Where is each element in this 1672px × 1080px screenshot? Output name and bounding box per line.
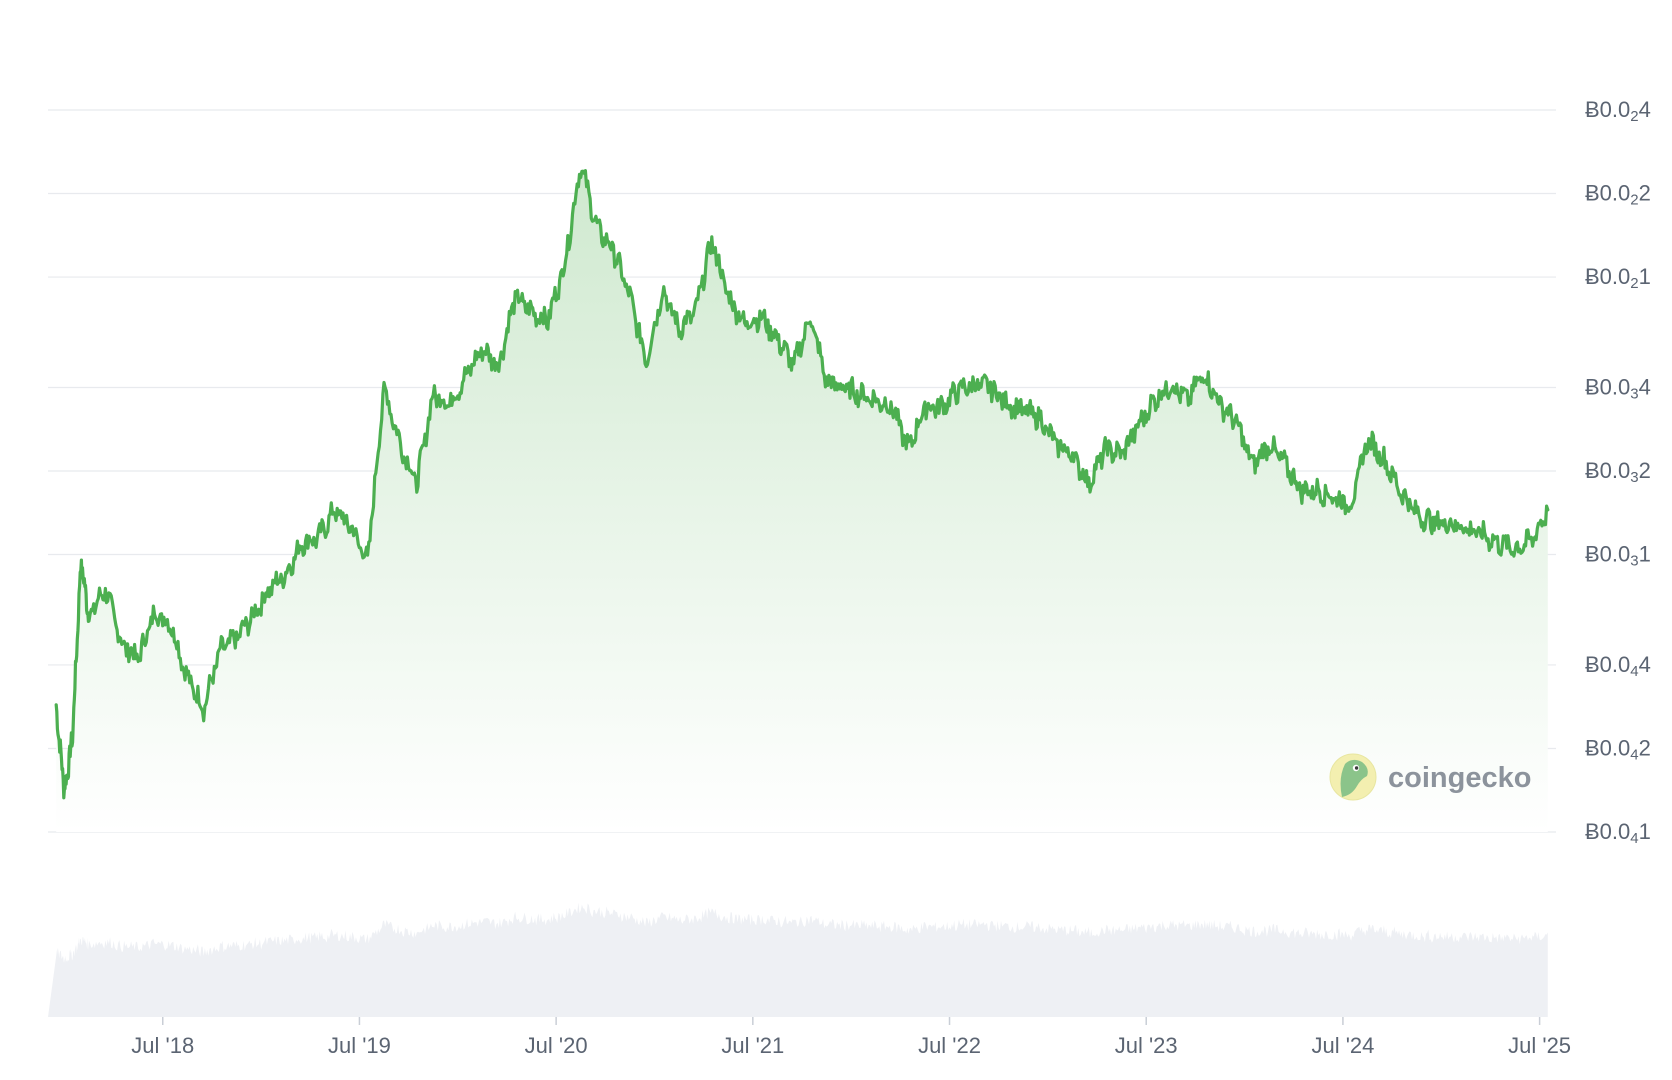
x-tick-label: Jul '22 bbox=[918, 1033, 981, 1058]
x-tick-label: Jul '20 bbox=[525, 1033, 588, 1058]
y-tick-label: Ƀ0.041 bbox=[1585, 819, 1651, 847]
price-area-fill bbox=[56, 170, 1548, 833]
x-axis-ticks: Jul '18 Jul '19 Jul '20 Jul '21 Jul '22 Jul '… bbox=[131, 1017, 1571, 1058]
y-tick-text: Ƀ0.0 bbox=[1585, 541, 1630, 566]
y-tick-subscript: 2 bbox=[1630, 108, 1638, 125]
price-line bbox=[54, 169, 1550, 800]
y-tick-text: Ƀ0.0 bbox=[1585, 97, 1630, 122]
y-tick-digit: 1 bbox=[1639, 541, 1651, 566]
coingecko-watermark: coingecko bbox=[1329, 753, 1531, 801]
y-tick-subscript: 3 bbox=[1630, 469, 1638, 486]
x-tick-label: Jul '24 bbox=[1311, 1033, 1374, 1058]
y-tick-subscript: 3 bbox=[1630, 385, 1638, 402]
y-axis-ticks: Ƀ0.024Ƀ0.022Ƀ0.021Ƀ0.034Ƀ0.032Ƀ0.031Ƀ0.0… bbox=[1585, 97, 1651, 847]
volume-area bbox=[48, 902, 1548, 1017]
y-tick-digit: 2 bbox=[1639, 458, 1651, 483]
y-tick-label: Ƀ0.022 bbox=[1585, 180, 1651, 208]
x-tick-label: Jul '23 bbox=[1115, 1033, 1178, 1058]
x-tick-label: Jul '21 bbox=[721, 1033, 784, 1058]
y-tick-subscript: 4 bbox=[1630, 830, 1638, 847]
x-tick-label: Jul '19 bbox=[328, 1033, 391, 1058]
watermark-text: coingecko bbox=[1388, 762, 1531, 794]
y-tick-label: Ƀ0.024 bbox=[1585, 97, 1651, 125]
y-tick-text: Ƀ0.0 bbox=[1585, 652, 1630, 677]
y-tick-digit: 4 bbox=[1639, 97, 1651, 122]
y-tick-label: Ƀ0.021 bbox=[1585, 264, 1651, 292]
y-tick-label: Ƀ0.034 bbox=[1585, 374, 1651, 402]
y-tick-digit: 1 bbox=[1639, 264, 1651, 289]
y-tick-label: Ƀ0.031 bbox=[1585, 541, 1651, 569]
y-tick-subscript: 4 bbox=[1630, 663, 1638, 680]
y-tick-text: Ƀ0.0 bbox=[1585, 458, 1630, 483]
y-tick-label: Ƀ0.032 bbox=[1585, 458, 1651, 486]
y-tick-label: Ƀ0.044 bbox=[1585, 652, 1651, 680]
y-tick-text: Ƀ0.0 bbox=[1585, 264, 1630, 289]
y-tick-subscript: 2 bbox=[1630, 275, 1638, 292]
y-tick-subscript: 4 bbox=[1630, 746, 1638, 763]
y-tick-subscript: 2 bbox=[1630, 191, 1638, 208]
y-tick-digit: 4 bbox=[1639, 652, 1651, 677]
y-tick-digit: 2 bbox=[1639, 735, 1651, 760]
gecko-logo-icon bbox=[1329, 753, 1377, 801]
x-tick-label: Jul '18 bbox=[131, 1033, 194, 1058]
price-area bbox=[56, 170, 1548, 833]
y-tick-subscript: 3 bbox=[1630, 552, 1638, 569]
y-tick-text: Ƀ0.0 bbox=[1585, 374, 1630, 399]
y-tick-text: Ƀ0.0 bbox=[1585, 819, 1630, 844]
y-tick-label: Ƀ0.042 bbox=[1585, 735, 1651, 763]
y-tick-digit: 4 bbox=[1639, 374, 1651, 399]
y-tick-digit: 1 bbox=[1639, 819, 1651, 844]
y-tick-text: Ƀ0.0 bbox=[1585, 180, 1630, 205]
volume-bars bbox=[48, 902, 1548, 1017]
price-series-line bbox=[54, 169, 1550, 800]
y-tick-text: Ƀ0.0 bbox=[1585, 735, 1630, 760]
x-tick-label: Jul '25 bbox=[1508, 1033, 1571, 1058]
y-tick-digit: 2 bbox=[1639, 180, 1651, 205]
